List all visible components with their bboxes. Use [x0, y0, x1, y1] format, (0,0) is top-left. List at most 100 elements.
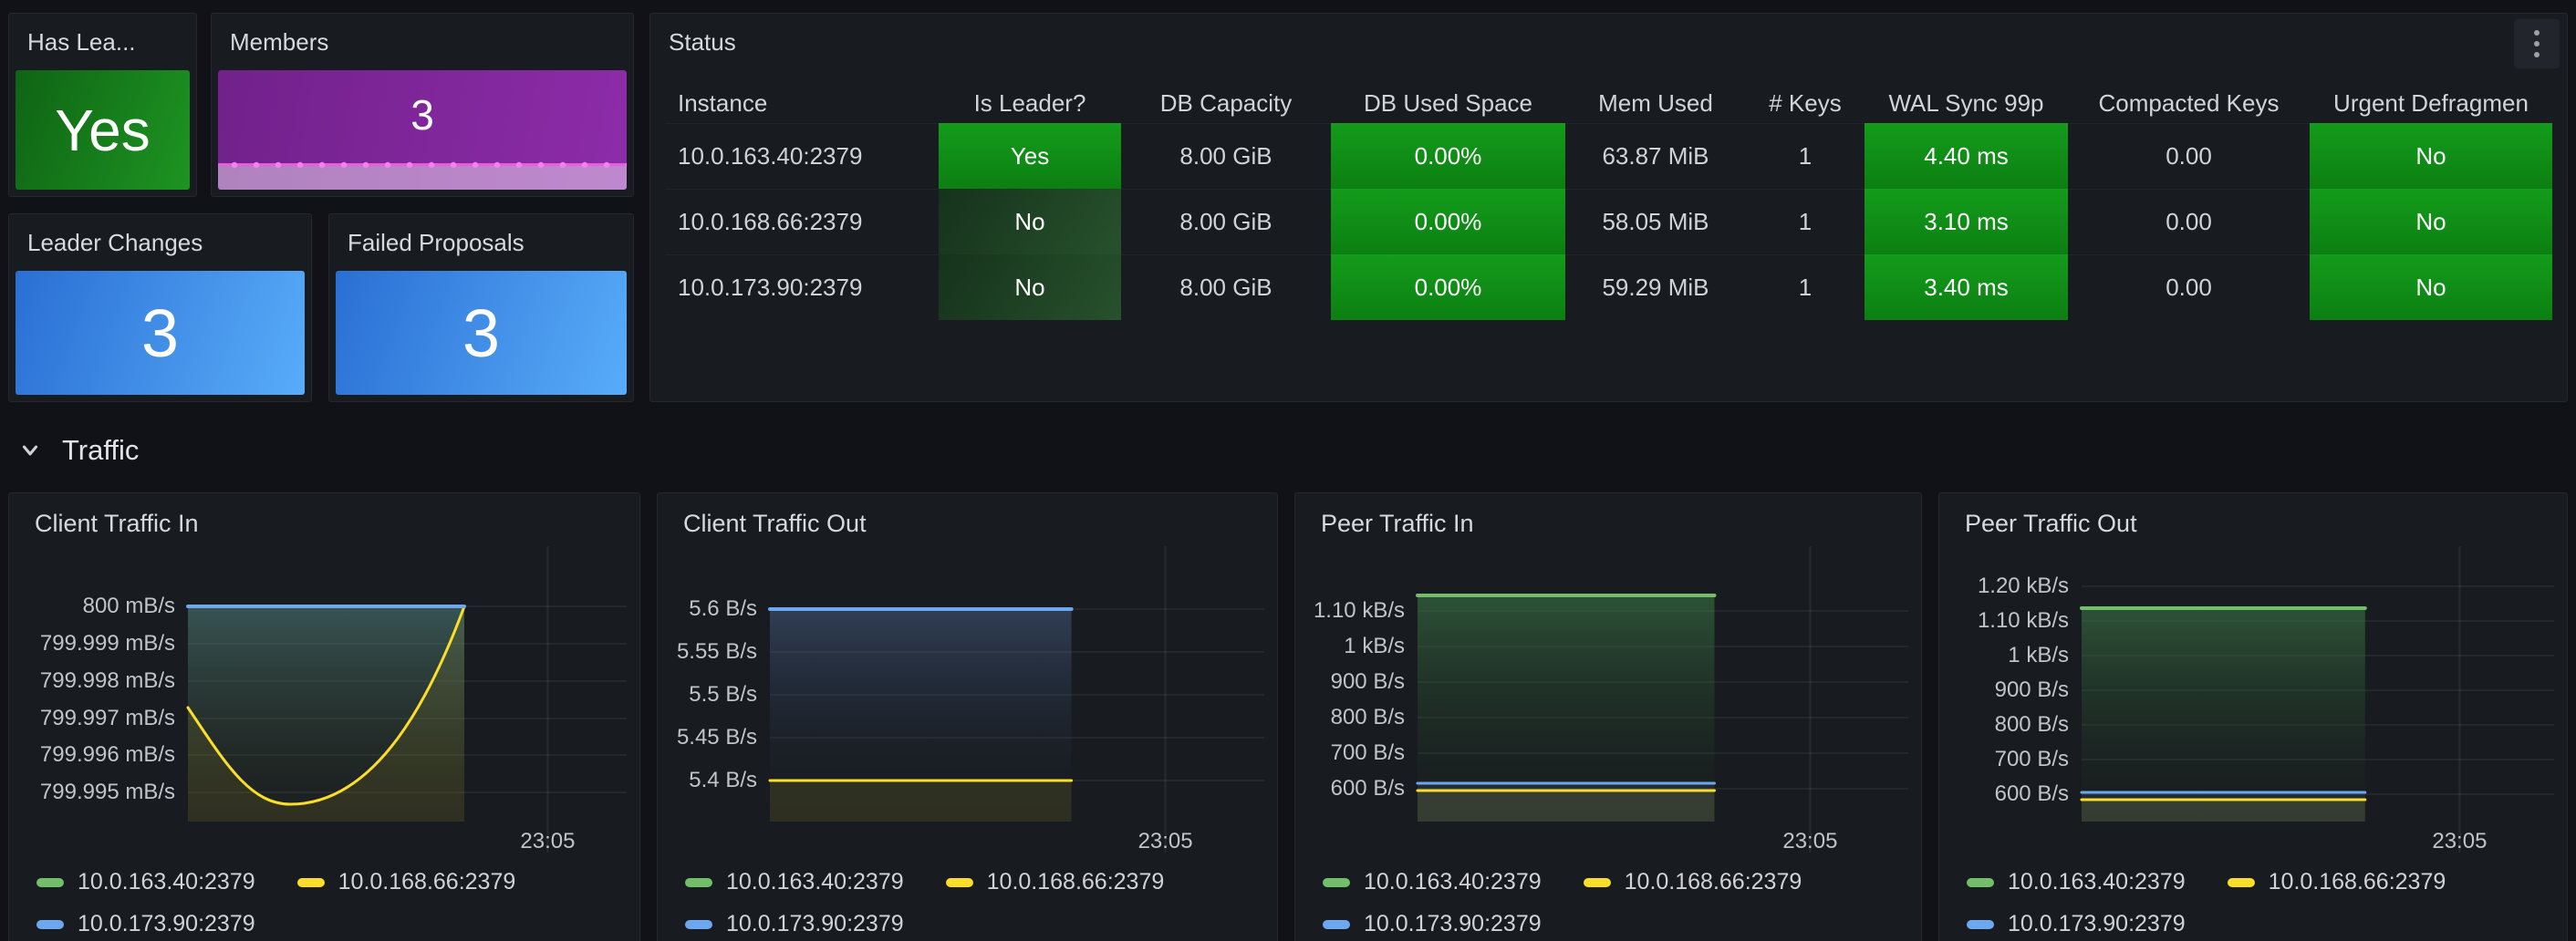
x-axis-label: 23:05 — [520, 829, 576, 853]
col-header-instance[interactable]: Instance — [678, 88, 768, 117]
legend-item[interactable]: 10.0.168.66:2379 — [945, 869, 1165, 895]
x-axis-label: 23:05 — [1137, 829, 1193, 853]
legend-item[interactable]: 10.0.173.90:2379 — [1323, 911, 1542, 937]
col-header-keys[interactable]: # Keys — [1769, 88, 1842, 117]
legend-item[interactable]: 10.0.163.40:2379 — [1967, 869, 2186, 895]
legend-swatch — [1323, 919, 1350, 929]
cell-urgent-defragment: No — [2310, 189, 2552, 254]
legend-item[interactable]: 10.0.173.90:2379 — [685, 911, 904, 937]
y-axis-label: 800 B/s — [1994, 712, 2069, 737]
status-panel: Status Instance Is Leader? DB Capacity D… — [649, 13, 2568, 402]
table-row: 10.0.163.40:2379 Yes 8.00 GiB 0.00% 63.8… — [665, 123, 2552, 189]
y-axis-label: 800 B/s — [1330, 705, 1405, 729]
col-header-urgent-defragment[interactable]: Urgent Defragmen — [2333, 88, 2529, 117]
y-axis-label: 1.10 kB/s — [1977, 608, 2069, 633]
legend-label: 10.0.163.40:2379 — [2008, 869, 2186, 894]
stat-panel-failed-proposals: Failed Proposals 3 — [328, 213, 634, 402]
legend-item[interactable]: 10.0.163.40:2379 — [1323, 869, 1542, 895]
y-axis-label: 799.996 mB/s — [39, 742, 175, 767]
y-axis-label: 900 B/s — [1994, 677, 2069, 702]
legend-swatch — [1323, 877, 1350, 887]
cell-compacted: 0.00 — [2068, 254, 2310, 320]
col-header-mem-used[interactable]: Mem Used — [1598, 88, 1713, 117]
panel-title[interactable]: Peer Traffic In — [1321, 510, 1474, 537]
legend-label: 10.0.168.66:2379 — [1624, 869, 1802, 894]
y-axis-label: 1.20 kB/s — [1977, 574, 2069, 598]
cell-db-capacity: 8.00 GiB — [1121, 123, 1331, 189]
col-header-compacted[interactable]: Compacted Keys — [2098, 88, 2280, 117]
col-header-wal-sync[interactable]: WAL Sync 99p — [1888, 88, 2044, 117]
y-axis-label: 700 B/s — [1330, 740, 1405, 765]
col-header-db-capacity[interactable]: DB Capacity — [1159, 88, 1293, 117]
y-axis-label: 5.6 B/s — [689, 596, 757, 621]
col-header-db-used[interactable]: DB Used Space — [1364, 88, 1532, 117]
panel-title[interactable]: Client Traffic In — [35, 510, 199, 537]
chart-panel-client-traffic-in: Client Traffic In 800 mB/s 799.999 mB/s 79… — [8, 492, 640, 941]
y-axis-label: 5.55 B/s — [676, 639, 757, 664]
stat-value-box: 3 — [218, 70, 627, 190]
cell-instance: 10.0.168.66:2379 — [665, 189, 939, 254]
y-axis-label: 600 B/s — [1994, 781, 2069, 806]
panel-title[interactable]: Failed Proposals — [348, 229, 525, 256]
cell-mem-used: 63.87 MiB — [1565, 123, 1746, 189]
chart-canvas — [2080, 546, 2554, 853]
x-axis-label: 23:05 — [2432, 829, 2488, 853]
legend-label: 10.0.168.66:2379 — [986, 869, 1165, 894]
legend-item[interactable]: 10.0.173.90:2379 — [1967, 911, 2186, 937]
y-axis-label: 800 mB/s — [82, 594, 175, 618]
chart-legend: 10.0.163.40:2379 10.0.168.66:2379 10.0.173… — [1967, 869, 2446, 937]
legend-label: 10.0.173.90:2379 — [2008, 911, 2186, 936]
legend-swatch — [685, 877, 712, 887]
legend-swatch — [1967, 919, 1994, 929]
cell-wal-sync: 3.40 ms — [1864, 254, 2068, 320]
panel-title[interactable]: Status — [669, 28, 736, 56]
stat-panel-leader-changes: Leader Changes 3 — [8, 213, 312, 402]
stat-panel-members: Members 3 — [211, 13, 634, 197]
table-row: 10.0.168.66:2379 No 8.00 GiB 0.00% 58.05… — [665, 189, 2552, 254]
x-axis-label: 23:05 — [1782, 829, 1838, 853]
y-axis-label: 1.10 kB/s — [1313, 598, 1405, 623]
legend-swatch — [945, 877, 973, 887]
y-axis-label: 700 B/s — [1994, 747, 2069, 771]
legend-label: 10.0.173.90:2379 — [726, 911, 904, 936]
legend-item[interactable]: 10.0.168.66:2379 — [1583, 869, 1802, 895]
legend-label: 10.0.173.90:2379 — [78, 911, 255, 936]
y-axis-label: 5.5 B/s — [689, 682, 757, 707]
status-table: Instance Is Leader? DB Capacity DB Used … — [665, 83, 2552, 320]
y-axis-label: 600 B/s — [1330, 776, 1405, 801]
panel-title[interactable]: Peer Traffic Out — [1965, 510, 2137, 537]
legend-item[interactable]: 10.0.163.40:2379 — [685, 869, 904, 895]
legend-label: 10.0.163.40:2379 — [726, 869, 904, 894]
panel-title[interactable]: Leader Changes — [27, 229, 203, 256]
legend-item[interactable]: 10.0.173.90:2379 — [36, 911, 255, 937]
y-axis-label: 799.999 mB/s — [39, 631, 175, 656]
legend-label: 10.0.163.40:2379 — [1364, 869, 1542, 894]
cell-instance: 10.0.173.90:2379 — [665, 254, 939, 320]
y-axis-label: 799.995 mB/s — [39, 780, 175, 804]
chart-panel-client-traffic-out: Client Traffic Out 5.6 B/s 5.55 B/s 5.5 B/… — [657, 492, 1278, 941]
panel-title[interactable]: Members — [230, 28, 329, 56]
cell-keys: 1 — [1746, 189, 1864, 254]
panel-title[interactable]: Client Traffic Out — [683, 510, 867, 537]
legend-swatch — [685, 919, 712, 929]
cell-keys: 1 — [1746, 123, 1864, 189]
legend-swatch — [36, 877, 64, 887]
stat-value-box: 3 — [336, 271, 627, 395]
panel-menu-button[interactable] — [2514, 19, 2560, 68]
section-row-traffic[interactable]: Traffic — [18, 434, 139, 467]
legend-item[interactable]: 10.0.168.66:2379 — [296, 869, 516, 895]
y-axis-label: 799.998 mB/s — [39, 668, 175, 693]
col-header-is-leader[interactable]: Is Leader? — [973, 88, 1086, 117]
legend-label: 10.0.168.66:2379 — [338, 869, 516, 894]
chart-legend: 10.0.163.40:2379 10.0.168.66:2379 10.0.173… — [1323, 869, 1802, 937]
cell-compacted: 0.00 — [2068, 189, 2310, 254]
chart-canvas — [768, 546, 1264, 853]
legend-item[interactable]: 10.0.163.40:2379 — [36, 869, 255, 895]
legend-swatch — [1583, 877, 1611, 887]
y-axis-label: 1 kB/s — [1344, 634, 1405, 658]
cell-mem-used: 59.29 MiB — [1565, 254, 1746, 320]
panel-title[interactable]: Has Lea... — [27, 28, 136, 56]
chart-panel-peer-traffic-in: Peer Traffic In 1.10 kB/s 1 kB/s 900 B/s 80… — [1294, 492, 1922, 941]
legend-item[interactable]: 10.0.168.66:2379 — [2227, 869, 2446, 895]
